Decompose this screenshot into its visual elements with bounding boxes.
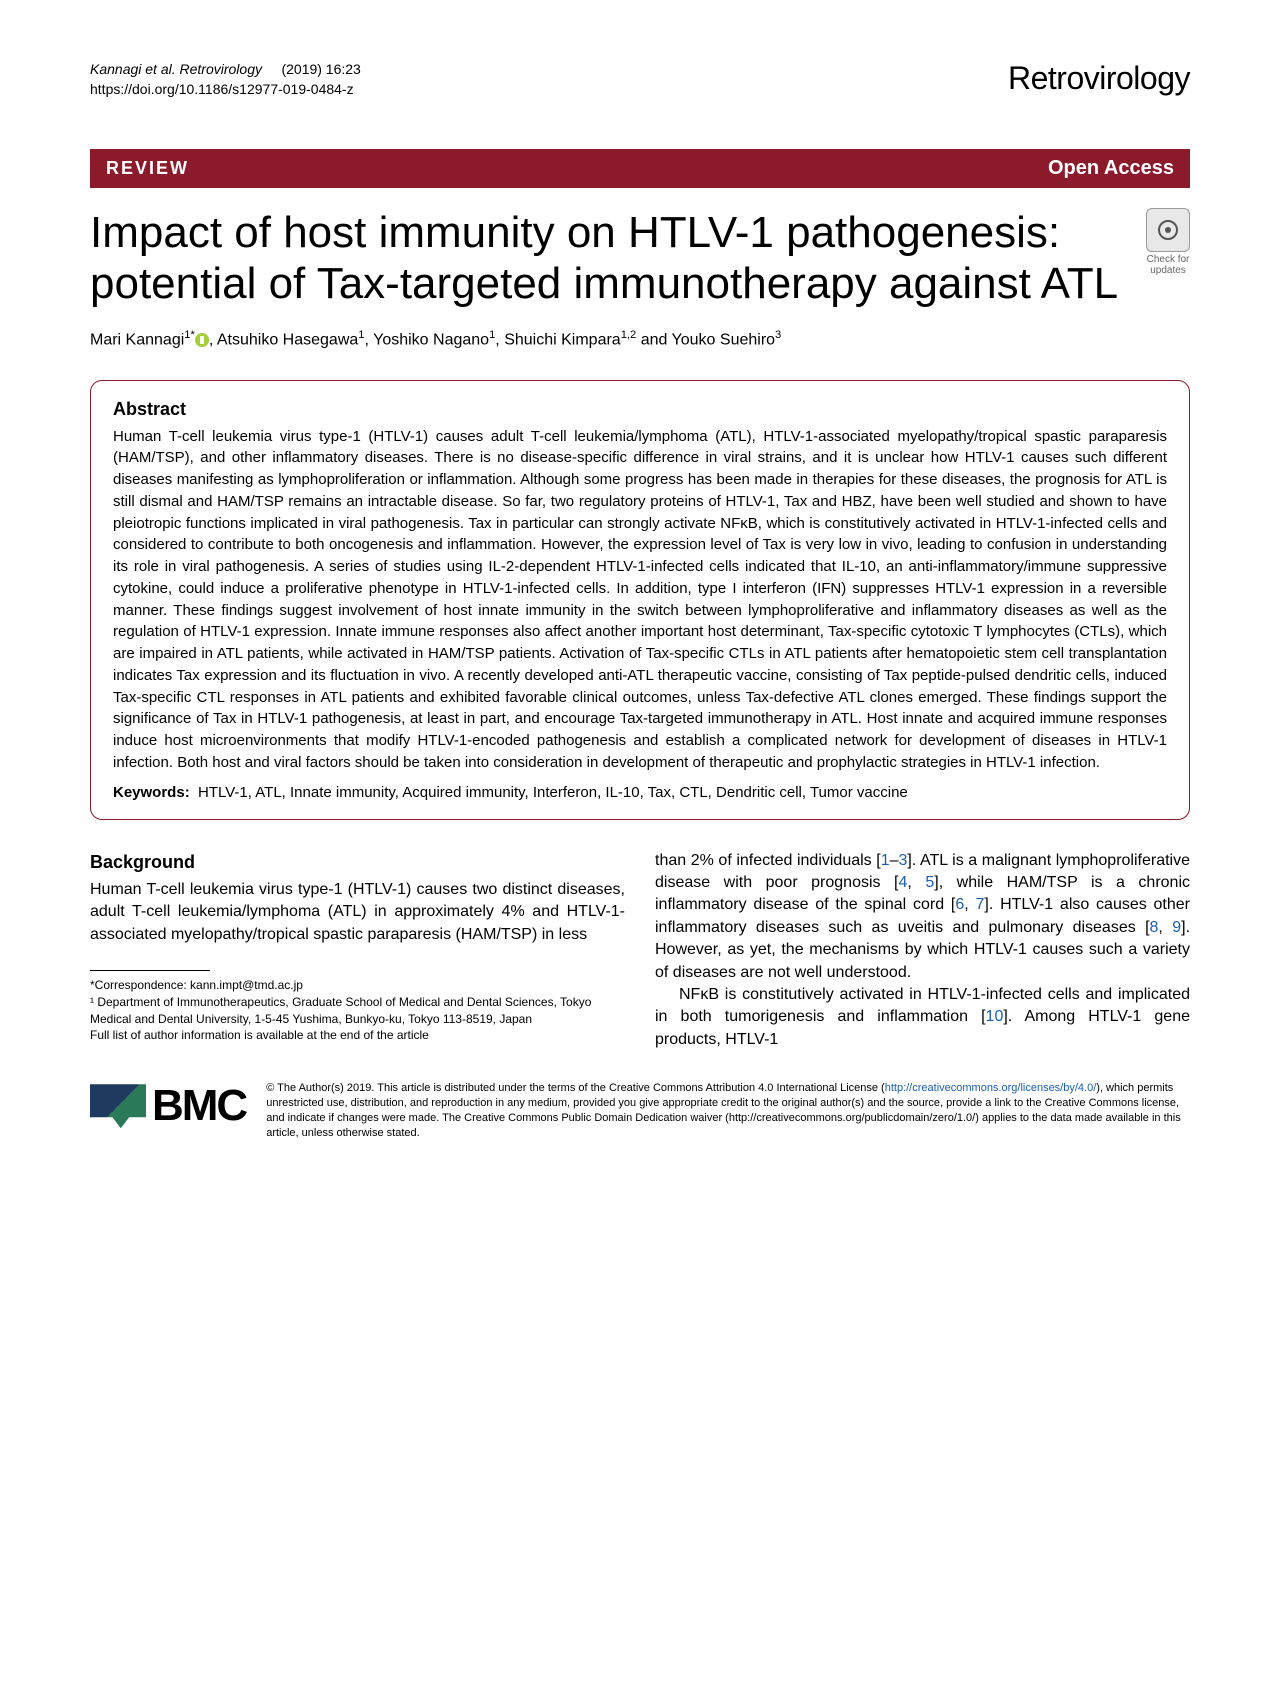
- journal-name: Retrovirology: [1008, 60, 1190, 97]
- footnotes: *Correspondence: kann.impt@tmd.ac.jp ¹ D…: [90, 977, 625, 1044]
- citation-block: Kannagi et al. Retrovirology (2019) 16:2…: [90, 60, 361, 99]
- orcid-icon[interactable]: [195, 333, 209, 347]
- keywords-line: Keywords: HTLV-1, ATL, Innate immunity, …: [113, 784, 1167, 801]
- body-paragraph: than 2% of infected individuals [1–3]. A…: [655, 850, 1190, 984]
- body-columns: Background Human T-cell leukemia virus t…: [90, 850, 1190, 1052]
- running-header: Kannagi et al. Retrovirology (2019) 16:2…: [90, 60, 1190, 99]
- author-aff: 1,2: [621, 329, 637, 341]
- column-right: than 2% of infected individuals [1–3]. A…: [655, 850, 1190, 1052]
- abstract-heading: Abstract: [113, 399, 1167, 420]
- article-page: Kannagi et al. Retrovirology (2019) 16:2…: [0, 0, 1280, 1181]
- author-name: and Youko Suehiro: [636, 332, 775, 349]
- article-type-label: REVIEW: [106, 158, 189, 179]
- article-title: Impact of host immunity on HTLV-1 pathog…: [90, 208, 1126, 309]
- citation-authors: Kannagi et al. Retrovirology: [90, 61, 262, 77]
- footnote-divider: [90, 970, 210, 971]
- full-list-note: Full list of author information is avail…: [90, 1027, 625, 1044]
- abstract-box: Abstract Human T-cell leukemia virus typ…: [90, 380, 1190, 820]
- crossmark-badge[interactable]: Check for updates: [1146, 208, 1190, 276]
- keywords-label: Keywords:: [113, 784, 190, 801]
- bmc-mark-icon: [90, 1084, 146, 1128]
- abstract-text: Human T-cell leukemia virus type-1 (HTLV…: [113, 426, 1167, 774]
- citation-year: (2019) 16:23: [281, 61, 360, 77]
- license-link[interactable]: http://creativecommons.org/licenses/by/4…: [885, 1082, 1097, 1094]
- affiliation-1: ¹ Department of Immunotherapeutics, Grad…: [90, 994, 625, 1028]
- bmc-text: BMC: [152, 1081, 246, 1131]
- ref-link[interactable]: 5: [925, 874, 934, 891]
- author-name: , Atsuhiko Hasegawa: [209, 332, 358, 349]
- author-aff: 3: [775, 329, 781, 341]
- keywords-values: HTLV-1, ATL, Innate immunity, Acquired i…: [198, 784, 908, 801]
- doi-text: https://doi.org/10.1186/s12977-019-0484-…: [90, 81, 354, 97]
- ref-link[interactable]: 9: [1172, 919, 1181, 936]
- author-list: Mari Kannagi1*, Atsuhiko Hasegawa1, Yosh…: [90, 329, 1190, 349]
- license-text: © The Author(s) 2019. This article is di…: [266, 1081, 1190, 1140]
- footer: BMC © The Author(s) 2019. This article i…: [90, 1081, 1190, 1140]
- crossmark-icon: [1146, 208, 1190, 252]
- body-paragraph: Human T-cell leukemia virus type-1 (HTLV…: [90, 879, 625, 946]
- ref-link[interactable]: 1: [881, 852, 890, 869]
- author-name: Mari Kannagi: [90, 332, 184, 349]
- column-left: Background Human T-cell leukemia virus t…: [90, 850, 625, 1052]
- correspondence: *Correspondence: kann.impt@tmd.ac.jp: [90, 977, 625, 994]
- body-paragraph: NFκB is constitutively activated in HTLV…: [655, 984, 1190, 1051]
- author-name: , Shuichi Kimpara: [495, 332, 620, 349]
- bmc-logo: BMC: [90, 1081, 246, 1131]
- ref-link[interactable]: 10: [986, 1008, 1004, 1025]
- author-aff: 1*: [184, 329, 195, 341]
- background-heading: Background: [90, 850, 625, 875]
- ref-link[interactable]: 6: [955, 896, 964, 913]
- title-row: Impact of host immunity on HTLV-1 pathog…: [90, 208, 1190, 329]
- author-name: , Yoshiko Nagano: [365, 332, 490, 349]
- open-access-label: Open Access: [1048, 157, 1174, 180]
- crossmark-line1: Check for: [1147, 254, 1190, 265]
- article-type-banner: REVIEW Open Access: [90, 149, 1190, 188]
- crossmark-line2: updates: [1150, 265, 1186, 276]
